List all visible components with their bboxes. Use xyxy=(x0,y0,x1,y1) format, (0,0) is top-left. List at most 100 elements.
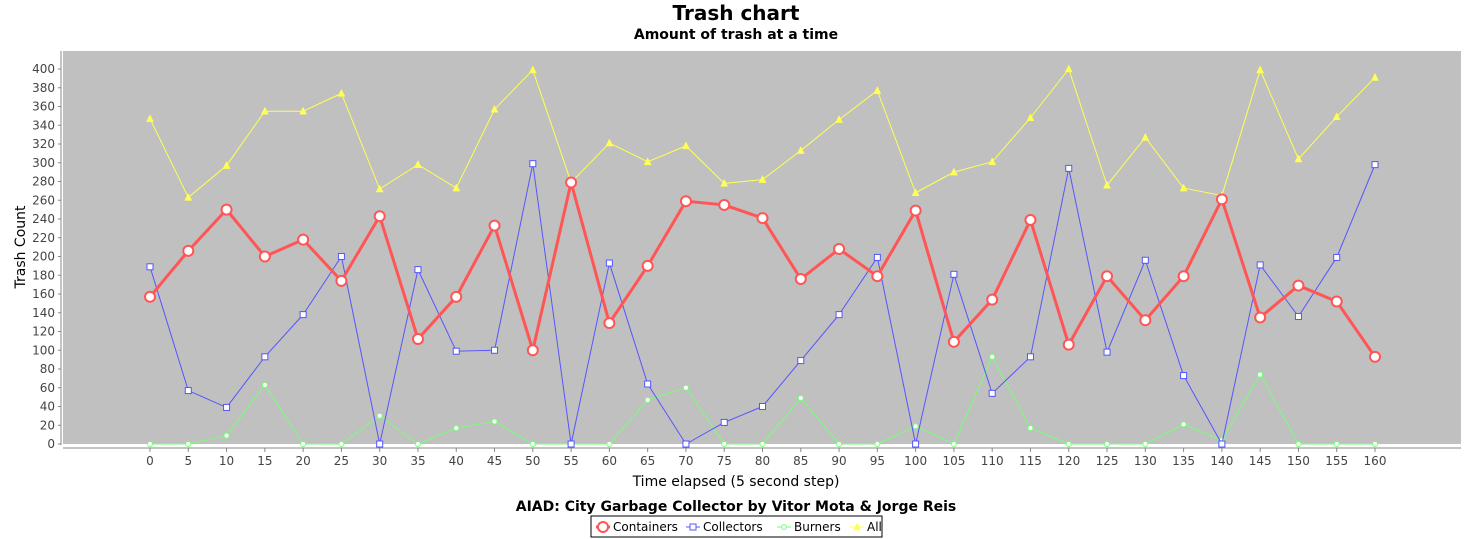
series-all xyxy=(146,64,1379,201)
data-point-containers xyxy=(641,259,654,272)
x-tick-label: 45 xyxy=(487,454,502,468)
data-point-collectors xyxy=(376,440,384,448)
y-tick-label: 280 xyxy=(32,175,55,189)
x-tick-label: 75 xyxy=(717,454,732,468)
data-point-collectors xyxy=(835,311,843,319)
legend-item-collectors: Collectors xyxy=(686,520,763,534)
legend-item-burners: Burners xyxy=(777,520,841,534)
y-tick-label: 260 xyxy=(32,193,55,207)
legend-swatch-marker xyxy=(853,522,861,531)
data-point-collectors xyxy=(1256,261,1264,269)
y-tick-label: 160 xyxy=(32,287,55,301)
x-tick-label: 150 xyxy=(1287,454,1310,468)
data-point-burners xyxy=(874,441,881,447)
y-axis: 0 20 40 60 80 100 120 140 160 180 200 220 240 260 280 3… xyxy=(32,51,62,451)
data-point-all xyxy=(835,115,843,123)
series-burners xyxy=(147,353,1378,447)
data-point-all xyxy=(184,192,193,201)
data-point-collectors xyxy=(1141,256,1149,264)
data-point-collectors xyxy=(605,259,613,267)
data-point-burners xyxy=(606,441,613,447)
y-tick-label: 60 xyxy=(40,381,55,395)
data-point-burners xyxy=(682,384,689,391)
data-point-burners xyxy=(453,425,460,432)
data-point-collectors xyxy=(682,440,690,448)
data-point-all xyxy=(796,146,805,154)
y-tick-label: 40 xyxy=(40,400,55,414)
x-tick-label: 55 xyxy=(563,454,578,468)
data-point-containers xyxy=(373,210,386,223)
data-point-burners xyxy=(376,412,383,419)
data-point-collectors xyxy=(912,440,920,448)
data-point-collectors xyxy=(1026,353,1034,361)
data-point-burners xyxy=(759,441,766,447)
data-point-containers xyxy=(1177,270,1190,283)
data-point-containers xyxy=(488,219,501,232)
data-point-containers xyxy=(1369,350,1381,363)
data-point-containers xyxy=(947,335,960,348)
legend-item-containers: Containers xyxy=(596,520,678,534)
data-point-burners xyxy=(223,432,230,439)
y-tick-label: 100 xyxy=(32,343,55,357)
y-tick-label: 20 xyxy=(40,418,55,432)
x-tick-label: 145 xyxy=(1249,454,1272,468)
x-tick-label: 110 xyxy=(981,454,1004,468)
chart-title: Trash chart xyxy=(673,1,800,25)
data-point-all xyxy=(260,106,269,115)
data-point-collectors xyxy=(452,347,460,355)
legend-swatch-marker xyxy=(689,523,697,531)
y-tick-label: 380 xyxy=(32,81,55,95)
data-point-containers xyxy=(526,344,539,357)
data-point-all xyxy=(490,104,499,113)
data-point-all xyxy=(1256,65,1265,74)
legend-label: Containers xyxy=(613,520,678,534)
x-tick-label: 140 xyxy=(1210,454,1233,468)
data-point-all xyxy=(1026,113,1035,121)
x-tick-label: 35 xyxy=(410,454,425,468)
data-point-all xyxy=(758,175,767,183)
x-tick-label: 5 xyxy=(184,454,192,468)
data-point-all xyxy=(988,157,997,166)
data-point-all xyxy=(605,138,614,147)
data-point-containers xyxy=(565,176,578,189)
data-point-all xyxy=(1141,132,1150,141)
x-tick-label: 25 xyxy=(334,454,349,468)
data-point-containers xyxy=(1330,295,1343,308)
y-tick-label: 140 xyxy=(32,306,55,320)
x-tick-label: 115 xyxy=(1019,454,1042,468)
x-tick-label: 130 xyxy=(1134,454,1157,468)
data-point-collectors xyxy=(491,346,499,354)
data-point-all xyxy=(146,114,154,122)
data-point-collectors xyxy=(1103,348,1111,356)
x-tick-label: 105 xyxy=(942,454,965,468)
data-point-all xyxy=(873,86,882,94)
chart-caption: AIAD: City Garbage Collector by Vitor Mo… xyxy=(516,499,957,515)
data-point-burners xyxy=(185,441,192,447)
data-point-containers xyxy=(144,290,156,303)
data-point-containers xyxy=(297,233,310,246)
data-point-collectors xyxy=(950,270,958,278)
series-containers xyxy=(144,176,1381,363)
data-point-collectors xyxy=(529,160,537,168)
y-tick-label: 80 xyxy=(40,362,55,376)
data-point-containers xyxy=(909,204,922,217)
data-point-burners xyxy=(989,353,996,360)
data-point-containers xyxy=(411,333,424,345)
y-tick-label: 120 xyxy=(32,325,55,339)
data-point-containers xyxy=(1101,270,1114,283)
data-point-collectors xyxy=(261,353,269,361)
data-point-burners xyxy=(1142,441,1149,447)
data-point-all xyxy=(222,161,231,169)
x-tick-label: 120 xyxy=(1057,454,1080,468)
x-tick-label: 85 xyxy=(793,454,808,468)
series-layer xyxy=(144,64,1381,448)
x-tick-label: 60 xyxy=(602,454,617,468)
data-point-collectors xyxy=(873,253,881,261)
data-point-burners xyxy=(529,441,536,447)
y-tick-label: 220 xyxy=(32,231,55,245)
y-tick-label: 340 xyxy=(32,118,55,132)
data-point-collectors xyxy=(720,418,728,426)
data-point-burners xyxy=(1027,425,1034,432)
data-point-containers xyxy=(833,243,846,255)
